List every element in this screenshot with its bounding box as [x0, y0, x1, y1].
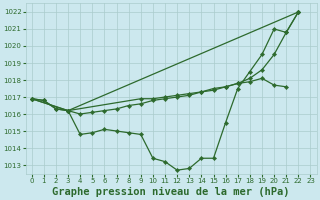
- X-axis label: Graphe pression niveau de la mer (hPa): Graphe pression niveau de la mer (hPa): [52, 186, 290, 197]
